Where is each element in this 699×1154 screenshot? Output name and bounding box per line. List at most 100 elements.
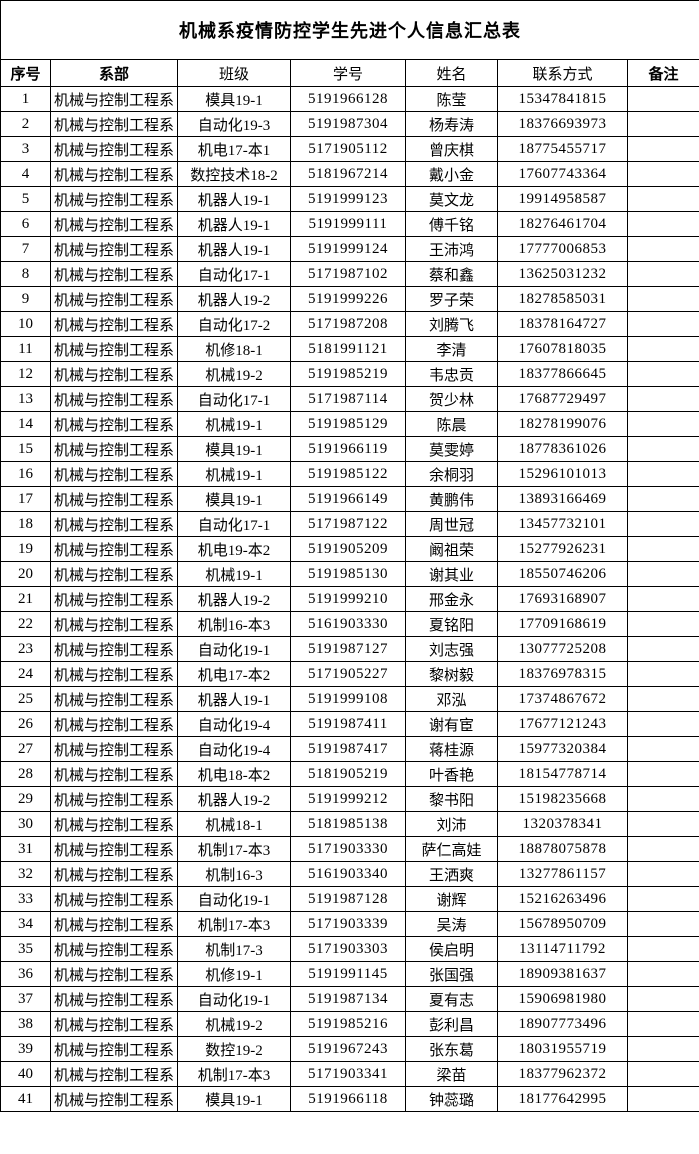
cell-phone: 13893166469	[497, 486, 628, 512]
cell-name: 黎书阳	[405, 786, 498, 812]
cell-phone: 18276461704	[497, 211, 628, 237]
cell-class: 机械19-1	[177, 461, 291, 487]
cell-no: 22	[0, 611, 51, 637]
cell-name: 夏有志	[405, 986, 498, 1012]
cell-name: 戴小金	[405, 161, 498, 187]
cell-class: 机器人19-2	[177, 786, 291, 812]
cell-no: 35	[0, 936, 51, 962]
cell-phone: 19914958587	[497, 186, 628, 212]
table-row: 39 机械与控制工程系 数控19-2 5191967243 张东葛 18031955719	[0, 1036, 699, 1062]
cell-dept: 机械与控制工程系	[50, 286, 178, 312]
cell-name: 夏铭阳	[405, 611, 498, 637]
cell-dept: 机械与控制工程系	[50, 936, 178, 962]
table-row: 20 机械与控制工程系 机械19-1 5191985130 谢其业 18550746206	[0, 561, 699, 587]
cell-dept: 机械与控制工程系	[50, 711, 178, 737]
cell-name: 韦忠贡	[405, 361, 498, 387]
cell-student-id: 5161903330	[290, 611, 406, 637]
cell-no: 2	[0, 111, 51, 137]
column-header-phone: 联系方式	[497, 59, 628, 87]
cell-remark	[627, 161, 699, 187]
cell-no: 13	[0, 386, 51, 412]
cell-name: 黄鹏伟	[405, 486, 498, 512]
cell-phone: 18278585031	[497, 286, 628, 312]
cell-remark	[627, 661, 699, 687]
cell-dept: 机械与控制工程系	[50, 811, 178, 837]
cell-remark	[627, 411, 699, 437]
cell-phone: 15977320384	[497, 736, 628, 762]
cell-student-id: 5191987304	[290, 111, 406, 137]
cell-student-id: 5171905227	[290, 661, 406, 687]
cell-phone: 18031955719	[497, 1036, 628, 1062]
cell-dept: 机械与控制工程系	[50, 886, 178, 912]
cell-name: 陈莹	[405, 86, 498, 112]
table-row: 11 机械与控制工程系 机修18-1 5181991121 李清 17607818035	[0, 336, 699, 362]
cell-student-id: 5191967243	[290, 1036, 406, 1062]
cell-name: 莫文龙	[405, 186, 498, 212]
cell-class: 自动化17-1	[177, 261, 291, 287]
cell-dept: 机械与控制工程系	[50, 686, 178, 712]
cell-dept: 机械与控制工程系	[50, 311, 178, 337]
cell-remark	[627, 1086, 699, 1112]
cell-dept: 机械与控制工程系	[50, 261, 178, 287]
cell-dept: 机械与控制工程系	[50, 786, 178, 812]
cell-name: 曾庆棋	[405, 136, 498, 162]
cell-no: 1	[0, 86, 51, 112]
cell-name: 张东葛	[405, 1036, 498, 1062]
cell-student-id: 5191987411	[290, 711, 406, 737]
table-row: 33 机械与控制工程系 自动化19-1 5191987128 谢辉 15216263496	[0, 886, 699, 912]
cell-student-id: 5171987102	[290, 261, 406, 287]
cell-phone: 13114711792	[497, 936, 628, 962]
cell-name: 李清	[405, 336, 498, 362]
cell-no: 7	[0, 236, 51, 262]
cell-phone: 17777006853	[497, 236, 628, 262]
cell-student-id: 5191999212	[290, 786, 406, 812]
cell-remark	[627, 286, 699, 312]
cell-phone: 17374867672	[497, 686, 628, 712]
cell-class: 数控19-2	[177, 1036, 291, 1062]
cell-remark	[627, 911, 699, 937]
cell-dept: 机械与控制工程系	[50, 736, 178, 762]
cell-remark	[627, 811, 699, 837]
table-row: 16 机械与控制工程系 机械19-1 5191985122 余桐羽 15296101013	[0, 461, 699, 487]
cell-dept: 机械与控制工程系	[50, 186, 178, 212]
cell-class: 自动化19-4	[177, 736, 291, 762]
cell-no: 40	[0, 1061, 51, 1087]
cell-no: 29	[0, 786, 51, 812]
cell-dept: 机械与控制工程系	[50, 761, 178, 787]
cell-class: 自动化19-1	[177, 986, 291, 1012]
cell-student-id: 5171903341	[290, 1061, 406, 1087]
cell-remark	[627, 536, 699, 562]
cell-dept: 机械与控制工程系	[50, 236, 178, 262]
cell-dept: 机械与控制工程系	[50, 336, 178, 362]
cell-name: 萨仁高娃	[405, 836, 498, 862]
cell-name: 梁苗	[405, 1061, 498, 1087]
cell-remark	[627, 886, 699, 912]
cell-remark	[627, 311, 699, 337]
cell-student-id: 5191966119	[290, 436, 406, 462]
cell-class: 机电19-本2	[177, 536, 291, 562]
cell-dept: 机械与控制工程系	[50, 411, 178, 437]
cell-remark	[627, 386, 699, 412]
cell-no: 24	[0, 661, 51, 687]
cell-student-id: 5191999210	[290, 586, 406, 612]
cell-no: 19	[0, 536, 51, 562]
cell-class: 模具19-1	[177, 86, 291, 112]
title-row: 机械系疫情防控学生先进个人信息汇总表	[0, 0, 699, 60]
cell-student-id: 5191966118	[290, 1086, 406, 1112]
cell-phone: 18778361026	[497, 436, 628, 462]
cell-student-id: 5171905112	[290, 136, 406, 162]
cell-remark	[627, 436, 699, 462]
cell-student-id: 5161903340	[290, 861, 406, 887]
page-title: 机械系疫情防控学生先进个人信息汇总表	[0, 0, 699, 60]
cell-class: 机器人19-2	[177, 286, 291, 312]
cell-student-id: 5191991145	[290, 961, 406, 987]
cell-name: 蒋桂源	[405, 736, 498, 762]
cell-student-id: 5191987134	[290, 986, 406, 1012]
cell-class: 模具19-1	[177, 486, 291, 512]
cell-no: 30	[0, 811, 51, 837]
cell-phone: 18907773496	[497, 1011, 628, 1037]
table-row: 9 机械与控制工程系 机器人19-2 5191999226 罗子荣 18278585031	[0, 286, 699, 312]
cell-remark	[627, 86, 699, 112]
cell-student-id: 5171903339	[290, 911, 406, 937]
cell-remark	[627, 986, 699, 1012]
